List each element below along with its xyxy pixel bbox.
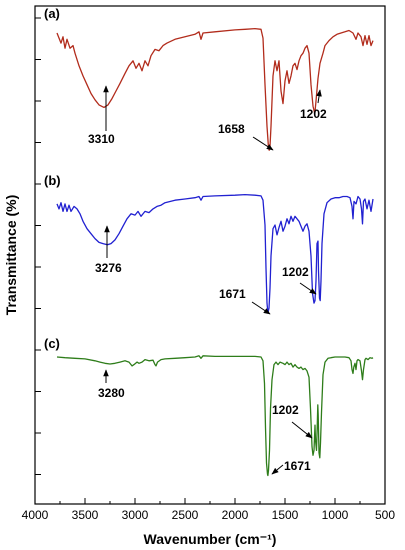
panel-3: (c) 3280 1202 1671 xyxy=(44,336,374,477)
annotation-arrow xyxy=(271,464,284,475)
peak-label: 1202 xyxy=(272,403,299,417)
peak-label: 1658 xyxy=(218,122,245,136)
annotation-arrow xyxy=(251,301,271,315)
panel-label: (a) xyxy=(44,6,60,21)
x-tick-label: 3000 xyxy=(122,508,149,522)
annotation-arrow xyxy=(291,421,313,439)
panel-1: (a) 3310 1658 1202 xyxy=(44,6,374,151)
panel-2: (b) 3276 1671 1202 xyxy=(44,173,374,315)
x-axis: 4000 3500 3000 2500 2000 1500 1000 500 xyxy=(22,498,395,522)
annotation-arrow xyxy=(252,136,274,151)
x-tick-label: 4000 xyxy=(22,508,49,522)
spectrum-line-3 xyxy=(56,355,374,477)
x-tick-label: 1000 xyxy=(322,508,349,522)
x-axis-title: Wavenumber (cm⁻¹) xyxy=(144,531,277,547)
annotation-arrow xyxy=(299,282,317,295)
peak-label: 1202 xyxy=(300,107,327,121)
peak-label: 1202 xyxy=(282,265,309,279)
x-tick-label: 500 xyxy=(375,508,395,522)
x-tick-label: 1500 xyxy=(272,508,299,522)
peak-label: 1671 xyxy=(284,459,311,473)
panel-label: (c) xyxy=(44,336,60,351)
x-tick-label: 2500 xyxy=(172,508,199,522)
y-axis-title: Transmittance (%) xyxy=(3,195,19,316)
x-tick-label: 3500 xyxy=(72,508,99,522)
plot-area: (a) 3310 1658 1202 (b) 3276 1671 1202 (c) 3280 120… xyxy=(44,6,374,477)
spectrum-line-2 xyxy=(56,193,374,314)
panel-label: (b) xyxy=(44,173,61,188)
x-tick-label: 2000 xyxy=(222,508,249,522)
peak-label: 3310 xyxy=(88,132,115,146)
peak-label: 3276 xyxy=(95,261,122,275)
peak-label: 3280 xyxy=(98,386,125,400)
peak-label: 1671 xyxy=(219,287,246,301)
y-axis xyxy=(35,17,41,475)
annotation-arrow xyxy=(316,89,322,104)
